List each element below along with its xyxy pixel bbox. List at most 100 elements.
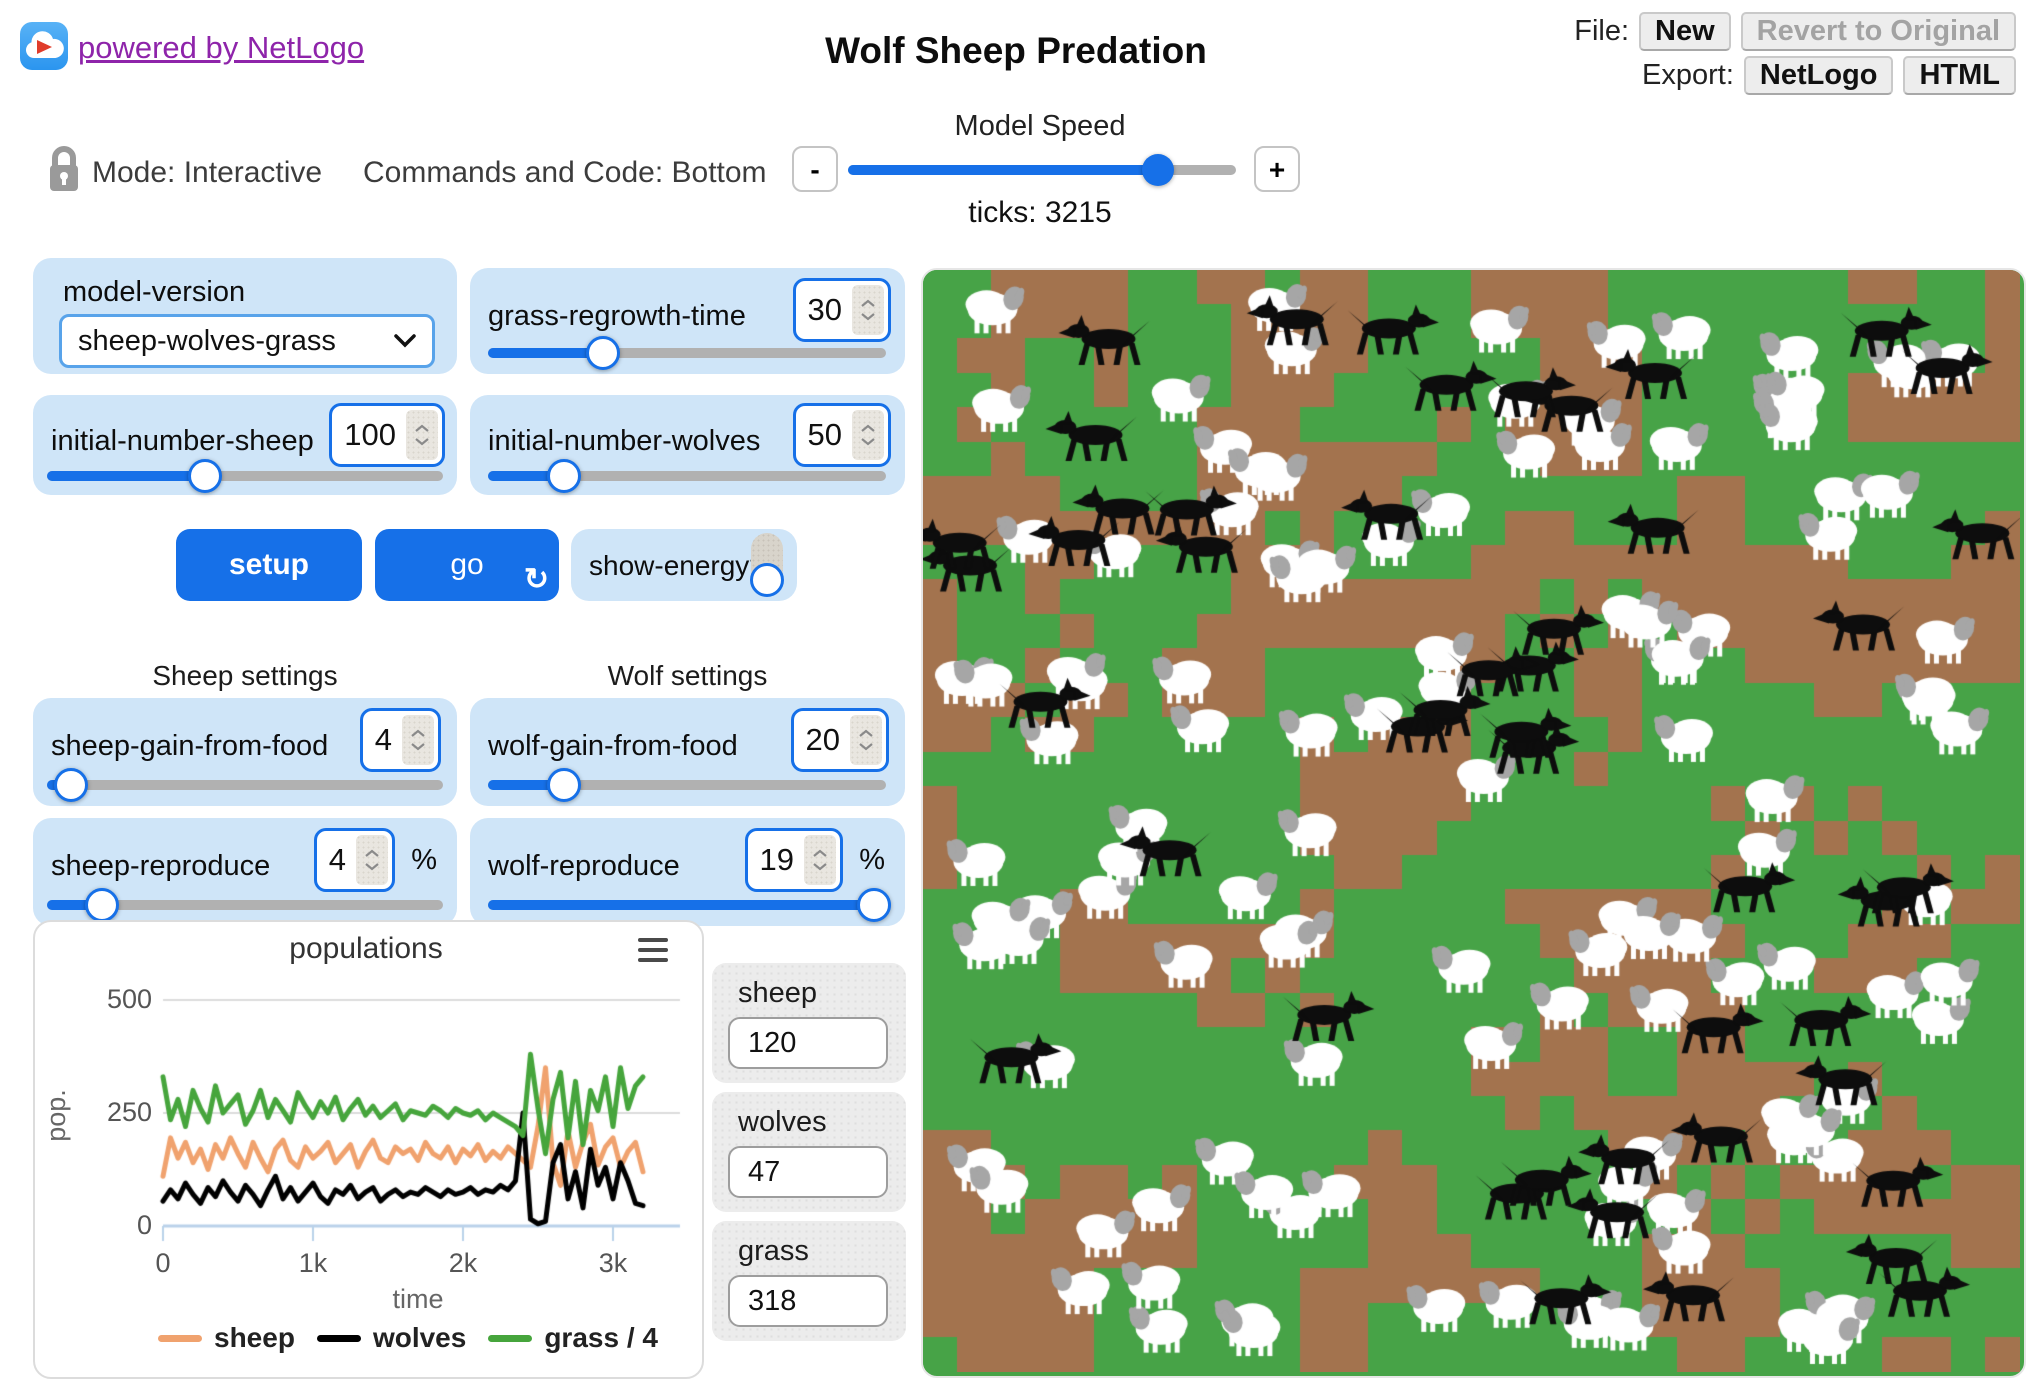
file-label: File: xyxy=(1574,15,1630,47)
sheep-gain-from-food-value: 4 xyxy=(374,722,392,757)
sheep-monitor-value: 120 xyxy=(728,1017,888,1069)
sheep-reproduce-unit: % xyxy=(411,844,437,876)
wolves-monitor-value: 47 xyxy=(728,1146,888,1198)
slider-thumb[interactable] xyxy=(546,459,581,493)
wolf-gain-from-food-widget: wolf-gain-from-food 20 xyxy=(470,698,905,806)
y-tick-250: 250 xyxy=(106,1097,152,1127)
sheep-gain-from-food-slider[interactable] xyxy=(47,768,443,802)
sheep-settings-heading: Sheep settings xyxy=(152,660,338,691)
wolf-reproduce-label: wolf-reproduce xyxy=(488,850,680,882)
grass-regrowth-time-widget: grass-regrowth-time 30 xyxy=(470,268,905,374)
setup-button[interactable]: setup xyxy=(176,529,362,601)
x-tick-0: 0 xyxy=(155,1248,171,1278)
spinner-arrows-icon[interactable] xyxy=(804,835,836,885)
wolf-settings-heading: Wolf settings xyxy=(607,660,768,691)
grass-regrowth-time-input[interactable]: 30 xyxy=(792,278,891,342)
grass-monitor: grass 318 xyxy=(712,1221,906,1341)
model-speed-slider[interactable] xyxy=(848,154,1236,186)
wolf-reproduce-value: 19 xyxy=(759,842,794,877)
sheep-reproduce-value: 4 xyxy=(328,842,346,877)
speed-decrease-button[interactable]: - xyxy=(792,146,838,192)
sheep-gain-from-food-input[interactable]: 4 xyxy=(359,708,441,772)
wolf-reproduce-widget: wolf-reproduce 19 % xyxy=(470,818,905,926)
sheep-line-swatch xyxy=(158,1334,202,1342)
spinner-arrows-icon[interactable] xyxy=(852,285,884,335)
spinner-arrows-icon[interactable] xyxy=(852,410,884,460)
grass-line-swatch xyxy=(488,1334,533,1342)
plot-legend: sheep wolves grass / 4 xyxy=(158,1322,658,1354)
initial-number-wolves-input[interactable]: 50 xyxy=(792,403,891,467)
model-version-select[interactable]: sheep-wolves-grass xyxy=(59,314,435,368)
sheep-reproduce-label: sheep-reproduce xyxy=(51,850,271,882)
go-button[interactable]: go ↻ xyxy=(375,529,559,601)
export-html-button[interactable]: HTML xyxy=(1903,56,2016,95)
wolf-reproduce-input[interactable]: 19 xyxy=(744,828,843,892)
y-tick-0: 0 xyxy=(136,1210,152,1240)
file-new-button[interactable]: New xyxy=(1639,12,1731,51)
initial-number-sheep-value: 100 xyxy=(344,417,396,452)
model-version-widget: model-version sheep-wolves-grass xyxy=(33,258,457,374)
initial-number-sheep-widget: initial-number-sheep 100 xyxy=(33,395,457,495)
world-view xyxy=(921,268,2026,1378)
chevron-down-icon xyxy=(394,334,416,348)
x-tick-1k: 1k xyxy=(298,1248,328,1278)
speed-increase-button[interactable]: + xyxy=(1254,146,1300,192)
speed-slider-thumb[interactable] xyxy=(1142,154,1175,186)
initial-number-wolves-widget: initial-number-wolves 50 xyxy=(470,395,905,495)
wolf-gain-from-food-input[interactable]: 20 xyxy=(790,708,889,772)
plot-menu-icon[interactable] xyxy=(638,938,668,962)
legend-item-grass: grass / 4 xyxy=(488,1322,658,1354)
x-tick-2k: 2k xyxy=(448,1248,478,1278)
spinner-arrows-icon[interactable] xyxy=(402,715,434,765)
initial-number-sheep-input[interactable]: 100 xyxy=(329,403,445,467)
show-energy-widget: show-energy? xyxy=(571,529,797,601)
slider-thumb[interactable] xyxy=(85,888,120,922)
powered-by-netlogo-link[interactable]: powered by NetLogo xyxy=(78,30,365,65)
sheep-reproduce-slider[interactable] xyxy=(47,888,443,922)
show-energy-toggle[interactable] xyxy=(750,533,784,597)
show-energy-label: show-energy? xyxy=(589,550,765,581)
grass-monitor-value: 318 xyxy=(728,1275,888,1327)
sheep-reproduce-input[interactable]: 4 xyxy=(313,828,395,892)
grass-regrowth-time-value: 30 xyxy=(807,292,842,327)
spinner-arrows-icon[interactable] xyxy=(356,835,388,885)
revert-to-original-button[interactable]: Revert to Original xyxy=(1740,12,2016,51)
spinner-arrows-icon[interactable] xyxy=(406,410,438,460)
initial-number-wolves-slider[interactable] xyxy=(488,459,886,493)
model-speed-label: Model Speed xyxy=(954,110,1126,142)
go-button-label: go xyxy=(450,548,484,581)
grass-regrowth-time-slider[interactable] xyxy=(488,336,886,370)
sheep-gain-from-food-label: sheep-gain-from-food xyxy=(51,730,329,762)
spinner-arrows-icon[interactable] xyxy=(850,715,882,765)
initial-number-sheep-slider[interactable] xyxy=(47,459,443,493)
y-axis-label: pop. xyxy=(40,1089,71,1142)
wolf-gain-from-food-slider[interactable] xyxy=(488,768,886,802)
legend-item-wolves: wolves xyxy=(316,1322,466,1354)
lock-icon xyxy=(46,144,82,199)
initial-number-wolves-value: 50 xyxy=(807,417,842,452)
x-axis-label: time xyxy=(392,1284,444,1314)
toggle-knob[interactable] xyxy=(750,563,784,597)
slider-thumb[interactable] xyxy=(857,888,892,922)
forever-icon: ↻ xyxy=(523,563,549,596)
sheep-gain-from-food-widget: sheep-gain-from-food 4 xyxy=(33,698,457,806)
file-row: File: New Revert to Original xyxy=(1574,12,2016,51)
slider-thumb[interactable] xyxy=(188,459,223,493)
export-netlogo-button[interactable]: NetLogo xyxy=(1743,56,1894,95)
populations-chart-canvas xyxy=(140,985,700,1265)
y-tick-500: 500 xyxy=(106,984,152,1014)
wolf-reproduce-unit: % xyxy=(859,844,885,876)
grass-regrowth-time-label: grass-regrowth-time xyxy=(488,300,746,332)
sheep-reproduce-widget: sheep-reproduce 4 % xyxy=(33,818,457,926)
slider-thumb[interactable] xyxy=(546,768,581,802)
wolf-reproduce-slider[interactable] xyxy=(488,888,892,922)
slider-thumb[interactable] xyxy=(586,336,621,370)
wolf-gain-from-food-value: 20 xyxy=(805,722,840,757)
export-label: Export: xyxy=(1642,59,1734,91)
model-version-value: sheep-wolves-grass xyxy=(78,324,336,357)
wolves-line-swatch xyxy=(316,1334,361,1342)
world-canvas xyxy=(923,270,2020,1372)
slider-thumb[interactable] xyxy=(53,768,88,802)
ticks-counter: ticks: 3215 xyxy=(968,196,1112,229)
